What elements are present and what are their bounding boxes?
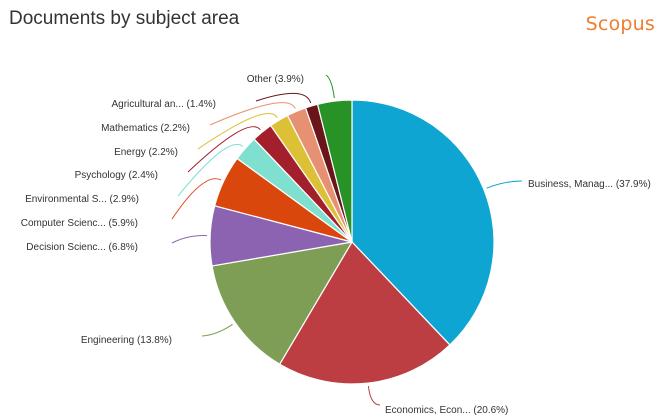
slice-label: Decision Scienc... (6.8%) — [26, 242, 138, 253]
leader-line — [201, 323, 233, 337]
leader-line — [209, 102, 296, 126]
slice-label: Environmental S... (2.9%) — [25, 194, 139, 205]
leader-line — [197, 113, 278, 150]
slice-label: Business, Manag... (37.9%) — [528, 179, 651, 190]
leader-line — [171, 235, 208, 244]
pie-slice[interactable] — [211, 241, 354, 366]
slice-label: Psychology (2.4%) — [75, 170, 158, 181]
leader-line — [187, 126, 261, 173]
slice-label: Mathematics (2.2%) — [101, 123, 190, 134]
slice-label: Engineering (13.8%) — [81, 335, 172, 346]
leader-line — [255, 92, 312, 104]
leader-line — [177, 143, 244, 197]
slice-label: Energy (2.2%) — [114, 147, 178, 158]
leader-line — [171, 178, 222, 220]
pie-slice[interactable] — [351, 99, 495, 346]
leader-line — [367, 386, 381, 406]
leader-line — [486, 180, 523, 189]
scopus-logo[interactable]: Scopus — [585, 13, 655, 35]
slice-label: Economics, Econ... (20.6%) — [385, 405, 508, 416]
slice-label: Agricultural an... (1.4%) — [112, 99, 217, 110]
pie-slice[interactable] — [278, 241, 451, 385]
leader-line — [325, 74, 335, 99]
pie-slice[interactable] — [316, 99, 353, 243]
chart-title: Documents by subject area — [9, 8, 240, 29]
slice-label: Other (3.9%) — [247, 74, 304, 85]
slice-label: Computer Scienc... (5.9%) — [21, 218, 138, 229]
